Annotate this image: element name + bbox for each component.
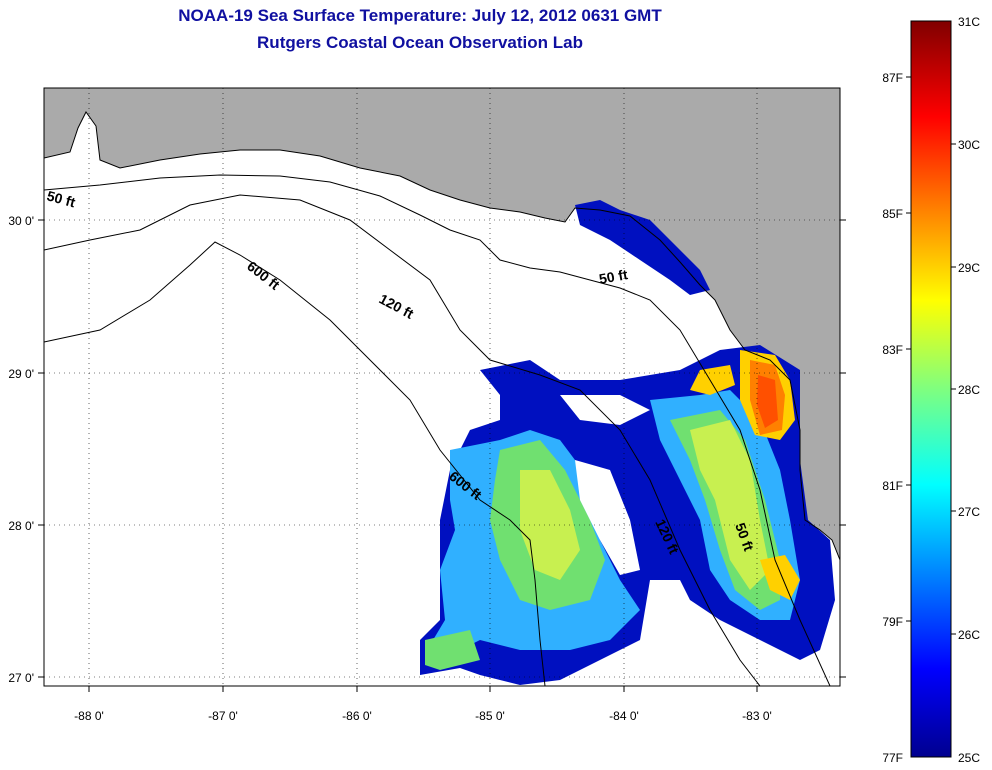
lon-tick-label: -85 0' — [475, 709, 505, 723]
contour-50ft-line — [44, 174, 831, 686]
lon-tick-label: -83 0' — [742, 709, 772, 723]
colorbar-celsius-label: 29C — [958, 261, 980, 275]
colorbar — [910, 20, 952, 758]
map-title: NOAA-19 Sea Surface Temperature: July 12… — [178, 6, 662, 25]
contour-600ft-line — [44, 241, 546, 686]
map-frame — [43, 87, 841, 687]
colorbar-celsius-label: 27C — [958, 505, 980, 519]
contour-label-50ft-right: 50 ft — [598, 266, 629, 287]
bathymetry-contours — [44, 174, 831, 686]
colorbar-fahrenheit-label: 81F — [882, 479, 903, 493]
colorbar-fahrenheit-label: 83F — [882, 343, 903, 357]
lon-tick-label: -88 0' — [74, 709, 104, 723]
colorbar-celsius-label: 31C — [958, 15, 980, 29]
colorbar-celsius-label: 30C — [958, 138, 980, 152]
lon-tick-label: -87 0' — [208, 709, 238, 723]
lat-tick-label: 29 0' — [8, 367, 34, 381]
colorbar-ticks — [906, 76, 956, 635]
colorbar-fahrenheit-label: 77F — [882, 751, 903, 765]
colorbar-fahrenheit-label: 85F — [882, 207, 903, 221]
colorbar-fahrenheit-label: 87F — [882, 71, 903, 85]
colorbar-celsius-label: 26C — [958, 628, 980, 642]
colorbar-celsius-label: 28C — [958, 383, 980, 397]
sst-data — [420, 200, 835, 685]
contour-120ft-line — [44, 194, 761, 686]
colorbar-celsius-label: 25C — [958, 751, 980, 765]
map-subtitle: Rutgers Coastal Ocean Observation Lab — [257, 33, 583, 52]
lat-tick-label: 28 0' — [8, 519, 34, 533]
lon-tick-label: -84 0' — [609, 709, 639, 723]
colorbar-fahrenheit-label: 79F — [882, 615, 903, 629]
axis-ticks — [38, 219, 846, 692]
lat-tick-label: 30 0' — [8, 214, 34, 228]
lon-tick-label: -86 0' — [342, 709, 372, 723]
lat-tick-label: 27 0' — [8, 671, 34, 685]
contour-label-50ft: 50 ft — [45, 187, 77, 210]
coastline — [44, 111, 840, 561]
